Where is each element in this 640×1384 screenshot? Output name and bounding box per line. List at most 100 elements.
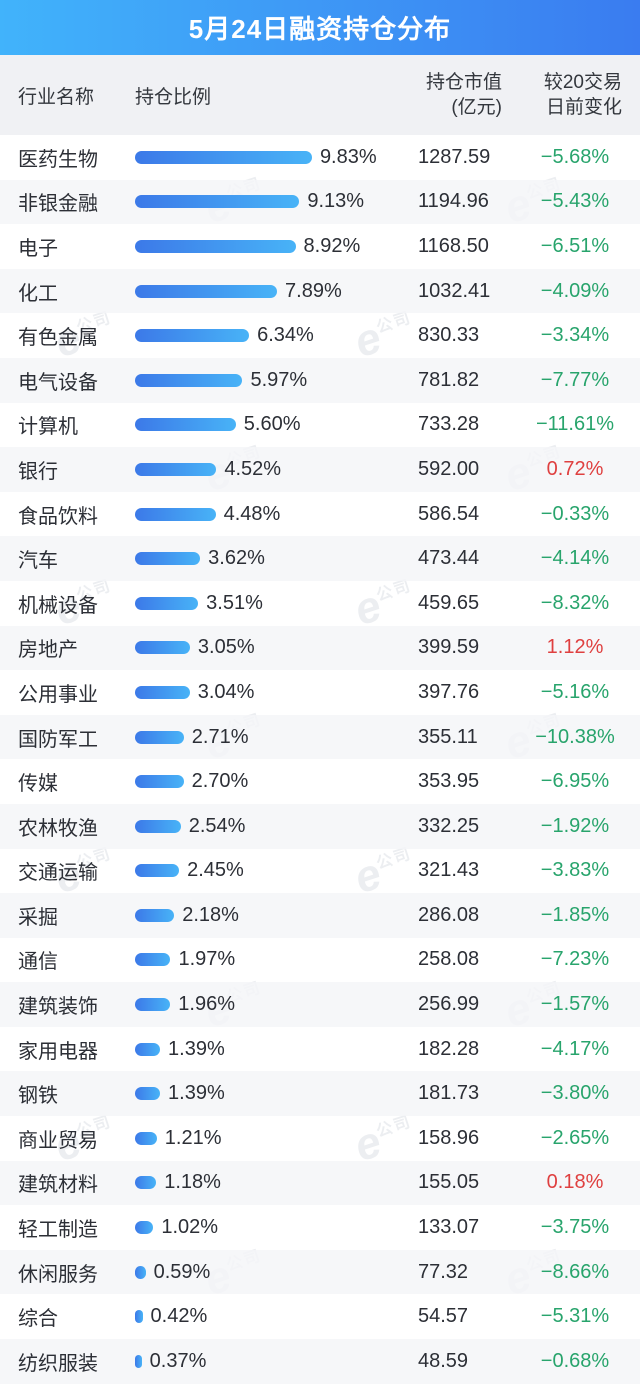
ratio-label: 3.04% bbox=[197, 680, 255, 703]
ratio-cell: 2.54% bbox=[135, 815, 418, 838]
market-value: 781.82 bbox=[418, 368, 480, 391]
ratio-label: 2.71% bbox=[191, 725, 249, 748]
change-value: 0.18% bbox=[546, 1171, 604, 1194]
market-value: 459.65 bbox=[418, 591, 480, 614]
change-value: −3.75% bbox=[540, 1216, 610, 1239]
ratio-bar bbox=[135, 195, 300, 209]
change-value: −7.23% bbox=[540, 948, 610, 971]
ratio-label: 9.83% bbox=[319, 145, 377, 168]
table-row: 非银金融 9.13% 1194.96 −5.43% bbox=[0, 179, 640, 225]
ratio-cell: 5.97% bbox=[135, 369, 418, 392]
ratio-bar bbox=[135, 552, 201, 566]
ratio-cell: 0.42% bbox=[135, 1305, 418, 1328]
ratio-label: 6.34% bbox=[257, 324, 314, 347]
column-header-industry: 行业名称 bbox=[18, 86, 95, 108]
table-row: 家用电器 1.39% 182.28 −4.17% bbox=[0, 1027, 640, 1072]
change-value: −8.66% bbox=[540, 1260, 610, 1283]
change-value: 0.72% bbox=[546, 457, 604, 480]
ratio-bar bbox=[135, 596, 199, 610]
table-row: 建筑材料 1.18% 155.05 0.18% bbox=[0, 1160, 640, 1206]
market-value: 286.08 bbox=[418, 903, 480, 926]
ratio-bar bbox=[135, 730, 184, 744]
change-value: −7.77% bbox=[540, 368, 610, 391]
market-value: 473.44 bbox=[418, 547, 480, 570]
change-value: −8.32% bbox=[540, 591, 610, 614]
market-value: 1032.41 bbox=[418, 279, 491, 302]
industry-name: 食品饮料 bbox=[18, 505, 98, 528]
ratio-cell: 2.70% bbox=[135, 770, 418, 793]
column-header-market-value: 持仓市值 (亿元) bbox=[418, 70, 510, 120]
industry-name: 汽车 bbox=[18, 550, 58, 573]
ratio-cell: 2.71% bbox=[135, 726, 418, 749]
ratio-label: 1.39% bbox=[168, 1037, 225, 1060]
ratio-bar bbox=[135, 1131, 157, 1145]
industry-name: 交通运输 bbox=[18, 862, 98, 885]
ratio-cell: 6.34% bbox=[135, 324, 418, 347]
market-value: 158.96 bbox=[418, 1126, 480, 1149]
industry-name: 银行 bbox=[18, 460, 58, 483]
table-row: 汽车 3.62% 473.44 −4.14% bbox=[0, 536, 640, 581]
table-row: 农林牧渔 2.54% 332.25 −1.92% bbox=[0, 803, 640, 849]
ratio-cell: 1.39% bbox=[135, 1082, 418, 1105]
industry-name: 建筑材料 bbox=[18, 1174, 98, 1197]
ratio-label: 9.13% bbox=[307, 190, 365, 213]
ratio-bar bbox=[135, 908, 175, 922]
change-value: −1.92% bbox=[540, 814, 610, 837]
ratio-bar bbox=[135, 953, 171, 967]
change-value: −1.57% bbox=[540, 993, 610, 1016]
market-value: 133.07 bbox=[418, 1216, 480, 1239]
change-value: −4.09% bbox=[540, 279, 610, 302]
market-value: 399.59 bbox=[418, 636, 480, 659]
table-row: 建筑装饰 1.96% 256.99 −1.57% bbox=[0, 982, 640, 1027]
column-header-market-value-line1: 持仓市值 bbox=[425, 72, 502, 93]
column-header-change-line2: 日前变化 bbox=[545, 97, 622, 118]
ratio-label: 2.45% bbox=[187, 859, 244, 882]
table-row: 轻工制造 1.02% 133.07 −3.75% bbox=[0, 1205, 640, 1250]
ratio-bar bbox=[135, 685, 190, 699]
table-row: 钢铁 1.39% 181.73 −3.80% bbox=[0, 1071, 640, 1117]
ratio-cell: 9.13% bbox=[135, 190, 418, 213]
ratio-bar bbox=[135, 418, 236, 432]
industry-table-body: 医药生物 9.83% 1287.59 −5.68% 非银金融 9.13% 119… bbox=[0, 135, 640, 1384]
market-value: 48.59 bbox=[418, 1349, 469, 1372]
table-row: 国防军工 2.71% 355.11 −10.38% bbox=[0, 714, 640, 760]
market-value: 332.25 bbox=[418, 814, 480, 837]
ratio-bar bbox=[135, 373, 243, 387]
industry-name: 采掘 bbox=[18, 906, 58, 929]
table-row: 采掘 2.18% 286.08 −1.85% bbox=[0, 893, 640, 938]
ratio-label: 5.60% bbox=[243, 413, 301, 436]
table-row: 机械设备 3.51% 459.65 −8.32% bbox=[0, 581, 640, 626]
industry-name: 非银金融 bbox=[18, 193, 98, 216]
ratio-cell: 3.51% bbox=[135, 592, 418, 615]
change-value: −1.85% bbox=[540, 903, 610, 926]
change-value: −2.65% bbox=[540, 1126, 610, 1149]
ratio-label: 4.48% bbox=[223, 502, 281, 525]
column-header-change: 较20交易 日前变化 bbox=[510, 70, 640, 120]
ratio-bar bbox=[135, 462, 217, 476]
ratio-cell: 5.60% bbox=[135, 413, 418, 436]
table-row: 电子 8.92% 1168.50 −6.51% bbox=[0, 224, 640, 269]
table-row: 电气设备 5.97% 781.82 −7.77% bbox=[0, 357, 640, 403]
market-value: 258.08 bbox=[418, 948, 480, 971]
table-row: 商业贸易 1.21% 158.96 −2.65% bbox=[0, 1116, 640, 1161]
ratio-cell: 7.89% bbox=[135, 280, 418, 303]
market-value: 353.95 bbox=[418, 770, 480, 793]
ratio-cell: 8.92% bbox=[135, 235, 418, 258]
industry-name: 通信 bbox=[18, 951, 58, 974]
ratio-bar bbox=[135, 641, 190, 655]
change-value: −5.68% bbox=[540, 145, 610, 168]
ratio-bar bbox=[135, 819, 181, 833]
market-value: 733.28 bbox=[418, 413, 480, 436]
market-value: 155.05 bbox=[418, 1171, 480, 1194]
ratio-cell: 1.18% bbox=[135, 1171, 418, 1194]
industry-name: 农林牧渔 bbox=[18, 817, 98, 840]
industry-name: 有色金属 bbox=[18, 327, 98, 350]
table-row: 银行 4.52% 592.00 0.72% bbox=[0, 447, 640, 492]
column-header-ratio: 持仓比例 bbox=[135, 86, 212, 108]
ratio-label: 1.96% bbox=[178, 993, 235, 1016]
ratio-label: 8.92% bbox=[303, 234, 361, 257]
change-value: −4.14% bbox=[540, 547, 610, 570]
ratio-cell: 3.05% bbox=[135, 636, 418, 659]
ratio-label: 2.70% bbox=[191, 770, 249, 793]
ratio-bar bbox=[135, 284, 278, 298]
